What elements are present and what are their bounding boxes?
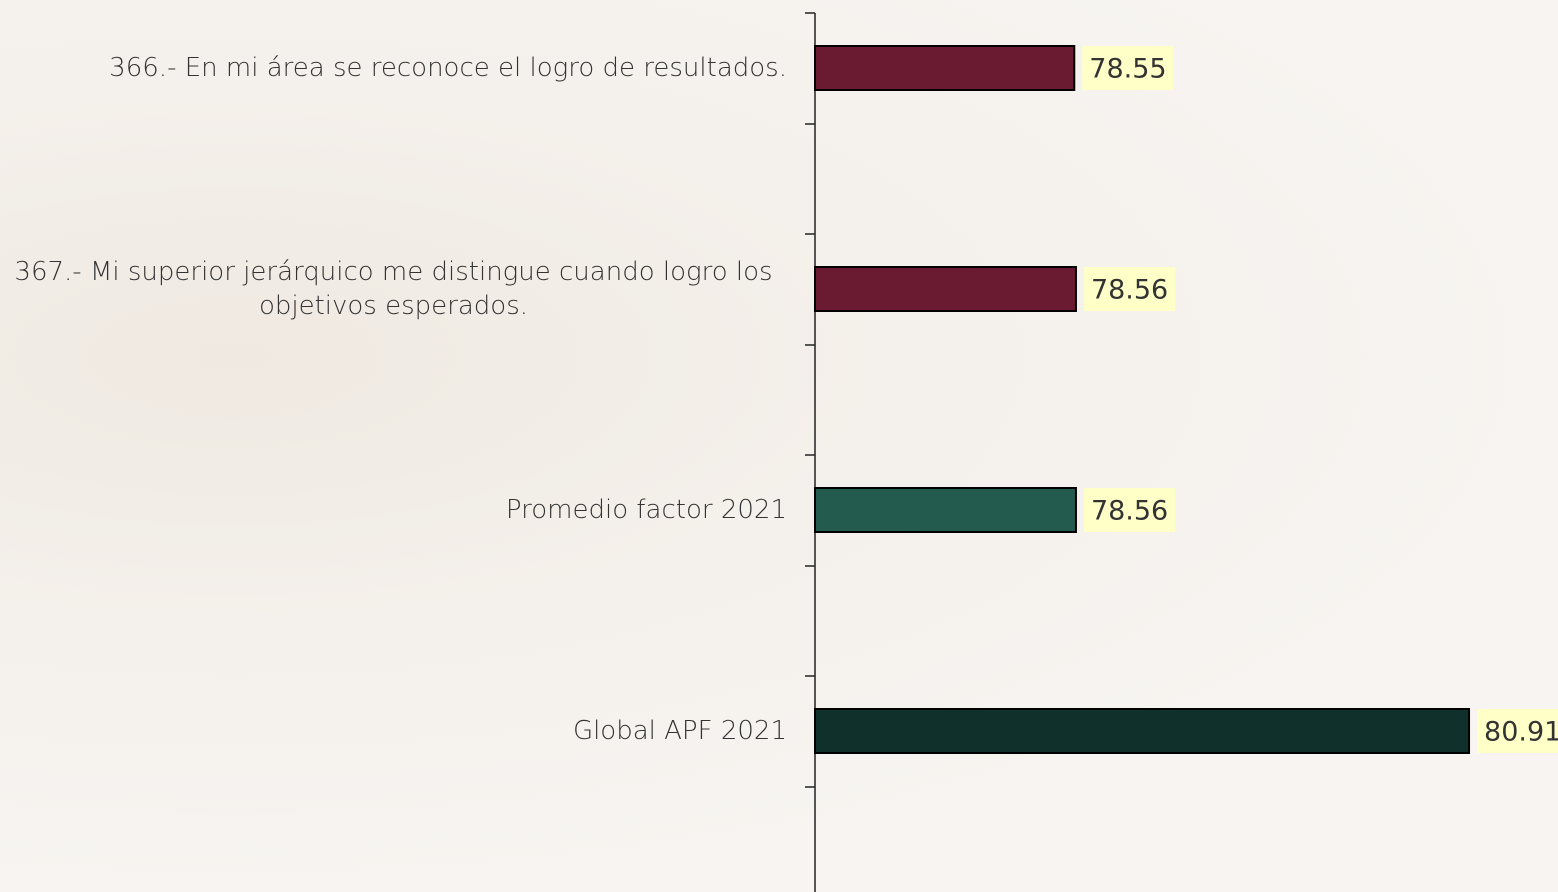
category-label: Global APF 2021 bbox=[572, 716, 787, 746]
category-label: Promedio factor 2021 bbox=[505, 495, 787, 525]
bar bbox=[814, 487, 1077, 533]
value-label-bg bbox=[1082, 46, 1174, 90]
value-label: 78.56 bbox=[1091, 275, 1168, 306]
value-label: 78.55 bbox=[1089, 54, 1166, 85]
bar bbox=[814, 266, 1077, 312]
value-label-bg bbox=[1083, 488, 1176, 532]
bar bbox=[814, 45, 1076, 91]
category-label: 367.- Mi superior jerárquico me distingu… bbox=[14, 257, 773, 321]
value-label-bg bbox=[1083, 267, 1176, 311]
value-label: 80.91 bbox=[1484, 717, 1558, 748]
axis-ticks bbox=[805, 12, 815, 788]
value-label: 78.56 bbox=[1091, 496, 1168, 527]
category-label: 366.- En mi área se reconoce el logro de… bbox=[109, 53, 787, 83]
bar bbox=[814, 708, 1471, 754]
value-label-bg bbox=[1477, 709, 1558, 753]
